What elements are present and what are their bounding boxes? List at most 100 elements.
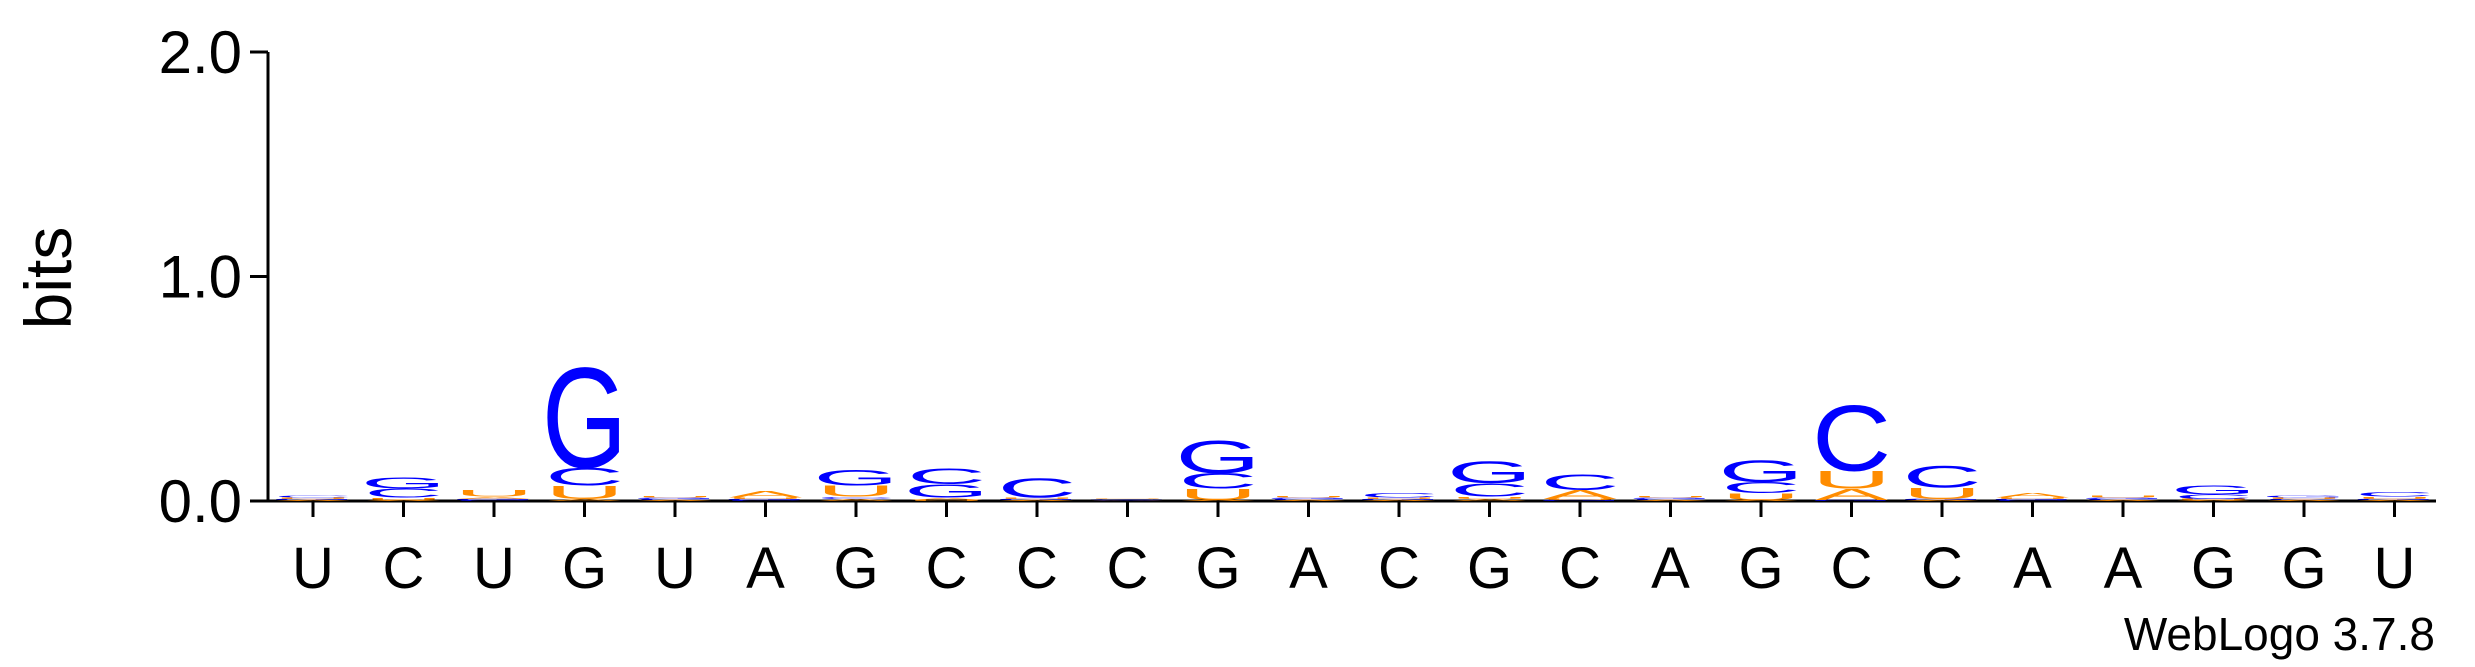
x-tick-label: C — [1921, 536, 1963, 601]
logo-letter: C — [1812, 386, 1891, 491]
logo-letter: U — [2083, 495, 2162, 498]
logo-letter: A — [2086, 500, 2160, 502]
logo-letter: U — [1540, 498, 1619, 500]
logo-letter: U — [726, 497, 805, 499]
logo-letter: A — [1272, 500, 1346, 502]
x-tick-label: G — [2281, 536, 2326, 601]
logo-letter: U — [1993, 497, 2072, 499]
logo-letter: C — [1902, 460, 1981, 495]
x-tick-label: G — [833, 536, 878, 601]
logo-letter: G — [723, 498, 808, 500]
logo-letter: U — [1721, 492, 1800, 502]
logo-letter: C — [726, 500, 805, 502]
logo-letter: G — [2171, 483, 2256, 497]
logo-letter: G — [270, 498, 355, 500]
logo-letter: A — [1543, 487, 1616, 501]
x-tick-label: G — [2191, 536, 2236, 601]
logo-letter: A — [1453, 498, 1527, 501]
logo-letter: G — [1899, 498, 1984, 500]
logo-letter: A — [1362, 500, 1436, 502]
logo-letter: U — [2355, 496, 2434, 499]
logo-letter: U — [2174, 498, 2253, 500]
logo-letter: C — [545, 463, 624, 491]
x-tick-label: U — [2374, 536, 2416, 601]
x-tick-label: C — [926, 536, 968, 601]
x-tick-label: A — [1651, 536, 1690, 601]
logo-letter: U — [364, 497, 443, 500]
logo-letter: G — [2352, 498, 2437, 500]
logo-letter: U — [997, 497, 1076, 499]
logo-letter: G — [813, 466, 898, 490]
logo-letter: G — [1356, 498, 1441, 500]
logo-letter: A — [2267, 500, 2341, 502]
x-tick-label: A — [746, 536, 785, 601]
x-tick-label: A — [2013, 536, 2052, 601]
logo-letter: G — [1628, 497, 1713, 499]
logo-letter: U — [1450, 496, 1529, 499]
logo-letter: C — [635, 498, 714, 500]
logo-letter: A — [276, 500, 350, 502]
logo-letter: C — [816, 496, 895, 499]
logo-letter: U — [273, 497, 352, 499]
logo-letter: G — [1990, 498, 2075, 500]
logo-letter: A — [1905, 500, 1979, 502]
logo-letter: A — [1996, 492, 2069, 499]
logo-letter: G — [1809, 500, 1894, 502]
x-tick-label: G — [1467, 536, 1512, 601]
logo-letter: C — [1721, 479, 1800, 497]
logo-letter: G — [1447, 455, 1532, 490]
x-tick-label: G — [562, 536, 607, 601]
x-tick-label: U — [292, 536, 334, 601]
logo-letter: A — [1724, 500, 1798, 502]
logo-letter: C — [907, 465, 986, 489]
logo-letter: A — [638, 500, 712, 502]
logo-letter: G — [994, 498, 1079, 500]
y-tick-label: 1.0 — [159, 244, 242, 311]
logo-letter: A — [1181, 500, 1255, 502]
logo-letter: U — [1359, 497, 1438, 499]
logo-letter: C — [1993, 500, 2072, 502]
logo-letter: U — [1178, 486, 1257, 504]
logo-letter: C — [454, 500, 533, 502]
logo-letter: U — [1631, 496, 1710, 498]
y-tick-label: 0.0 — [159, 468, 242, 535]
logo-letter: U — [545, 482, 624, 503]
logo-letter: C — [2174, 493, 2253, 500]
logo-letter: G — [2261, 495, 2346, 498]
logo-letter: C — [1540, 470, 1619, 494]
logo-letter: G — [2080, 497, 2165, 499]
logo-letter: G — [904, 481, 989, 502]
logo-letter: C — [2083, 498, 2162, 500]
logo-letter: G — [632, 497, 717, 499]
y-axis-label: bits — [11, 227, 85, 330]
x-tick-label: G — [1738, 536, 1783, 601]
logo-letter: A — [1634, 500, 1708, 502]
logo-letter: C — [364, 486, 443, 500]
logo-letter: A — [2177, 500, 2251, 502]
logo-letter: U — [1269, 496, 1348, 498]
x-tick-label: A — [2104, 536, 2143, 601]
logo-letter: A — [819, 498, 893, 501]
logo-letter: C — [1359, 492, 1438, 499]
logo-letter: C — [1088, 499, 1167, 500]
logo-letter: G — [542, 338, 627, 499]
x-tick-label: C — [383, 536, 425, 601]
x-tick-label: A — [1289, 536, 1328, 601]
x-tick-label: C — [1016, 536, 1058, 601]
x-tick-label: C — [1559, 536, 1601, 601]
x-tick-label: C — [1831, 536, 1873, 601]
logo-letter: C — [1178, 469, 1257, 493]
footer: WebLogo 3.7.8 — [2124, 608, 2435, 660]
logo-letter: A — [1091, 500, 1165, 501]
logo-letter: A — [729, 489, 802, 499]
logo-letter: G — [1718, 454, 1803, 489]
logo-letter: A — [2358, 500, 2432, 502]
logo-letter: A — [548, 498, 622, 501]
logo-letter: C — [1450, 480, 1529, 501]
logo-letter: C — [2264, 498, 2343, 500]
logo-letter: A — [910, 497, 984, 500]
logo-letter: U — [1812, 466, 1891, 494]
logo-letter: A — [457, 496, 531, 499]
x-tick-label: C — [1378, 536, 1420, 601]
